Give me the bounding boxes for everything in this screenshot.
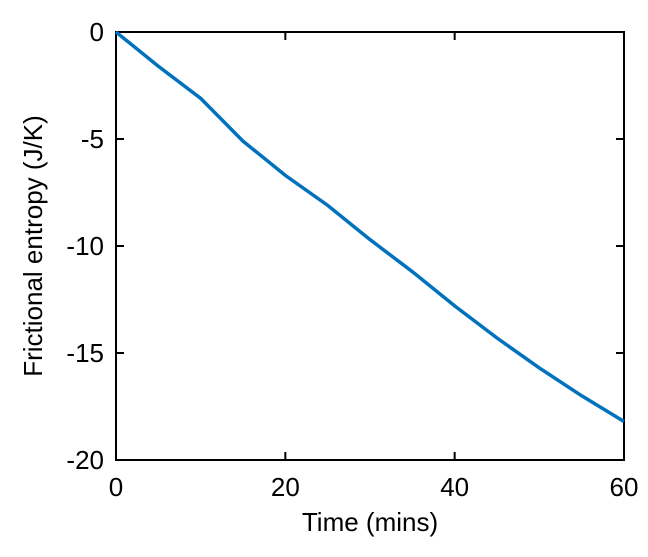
x-tick-label: 40 <box>440 472 469 502</box>
x-tick-label: 0 <box>109 472 123 502</box>
y-axis-label: Frictional entropy (J/K) <box>18 115 48 377</box>
x-axis-label: Time (mins) <box>302 507 438 537</box>
x-tick-label: 60 <box>610 472 639 502</box>
y-tick-label: 0 <box>90 17 104 47</box>
y-tick-label: -20 <box>66 445 104 475</box>
x-tick-label: 20 <box>271 472 300 502</box>
y-tick-label: -10 <box>66 231 104 261</box>
plot-box <box>115 31 625 461</box>
data-line <box>114 30 625 423</box>
y-tick-label: -15 <box>66 338 104 368</box>
y-tick-label: -5 <box>81 124 104 154</box>
